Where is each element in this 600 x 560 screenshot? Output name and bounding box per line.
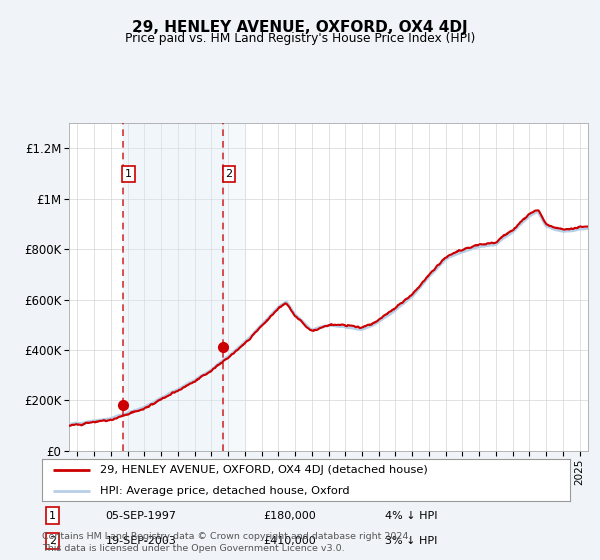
- Text: 3% ↓ HPI: 3% ↓ HPI: [385, 536, 437, 546]
- Text: 4% ↓ HPI: 4% ↓ HPI: [385, 511, 438, 521]
- Text: 05-SEP-1997: 05-SEP-1997: [106, 511, 176, 521]
- Text: 29, HENLEY AVENUE, OXFORD, OX4 4DJ (detached house): 29, HENLEY AVENUE, OXFORD, OX4 4DJ (deta…: [100, 465, 428, 475]
- Text: 29, HENLEY AVENUE, OXFORD, OX4 4DJ: 29, HENLEY AVENUE, OXFORD, OX4 4DJ: [132, 20, 468, 35]
- Text: 1: 1: [125, 169, 132, 179]
- Text: HPI: Average price, detached house, Oxford: HPI: Average price, detached house, Oxfo…: [100, 486, 350, 496]
- Text: Price paid vs. HM Land Registry's House Price Index (HPI): Price paid vs. HM Land Registry's House …: [125, 32, 475, 45]
- Text: 2: 2: [49, 536, 56, 546]
- Bar: [223, 123, 245, 451]
- Bar: [123, 123, 223, 451]
- Text: Contains HM Land Registry data © Crown copyright and database right 2024.
This d: Contains HM Land Registry data © Crown c…: [42, 533, 412, 553]
- Text: £410,000: £410,000: [264, 536, 317, 546]
- Text: 19-SEP-2003: 19-SEP-2003: [106, 536, 176, 546]
- Text: 1: 1: [49, 511, 56, 521]
- Text: 2: 2: [226, 169, 232, 179]
- Text: £180,000: £180,000: [264, 511, 317, 521]
